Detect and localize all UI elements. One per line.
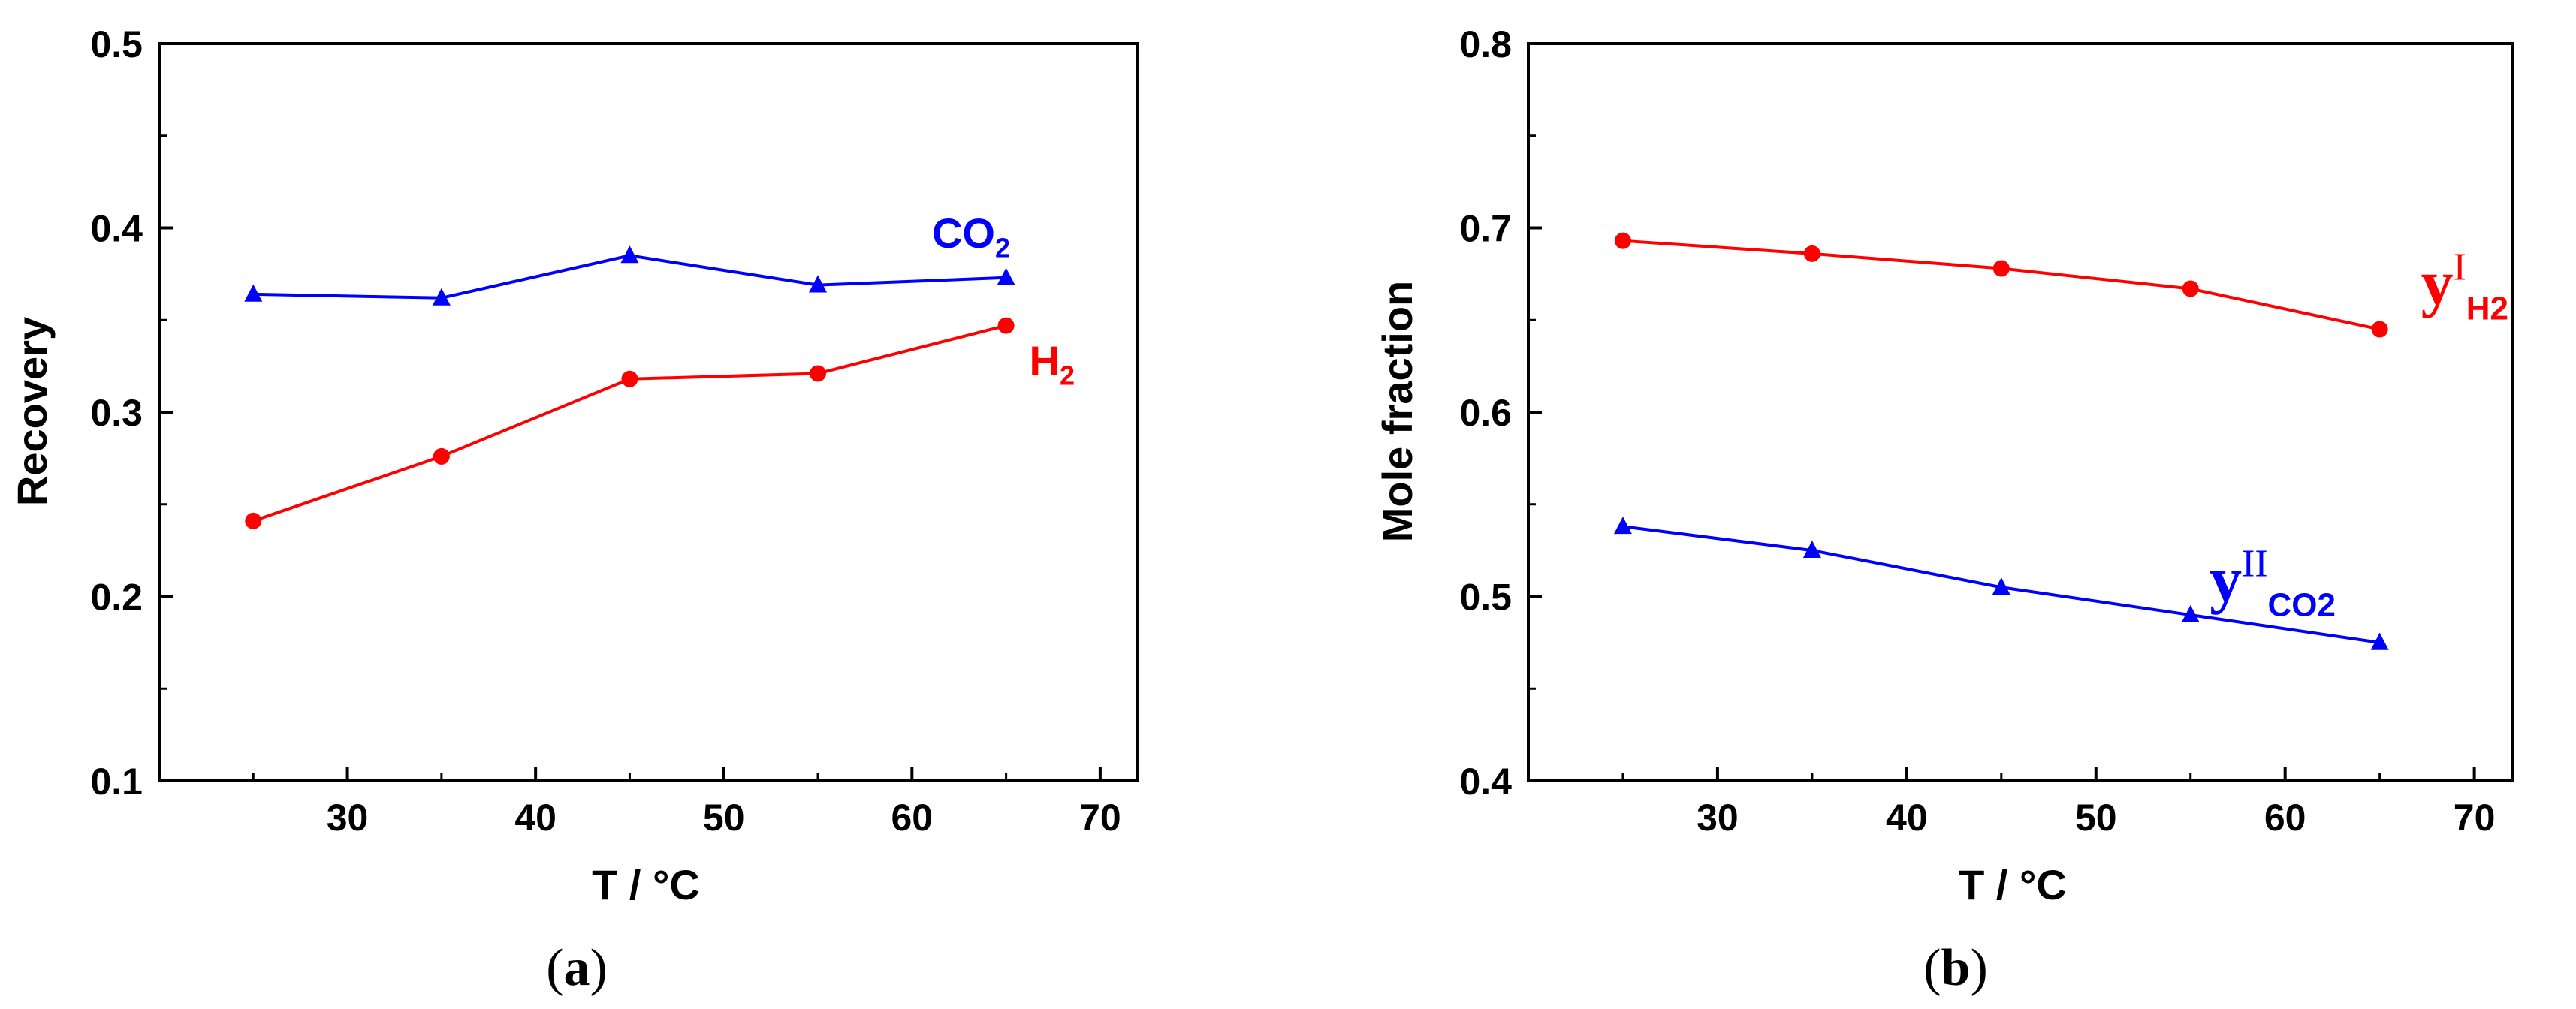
plot-frame (1527, 42, 2514, 782)
x-tick-label: 60 (891, 797, 933, 839)
data-point-H2 (621, 370, 638, 387)
data-point-yIH2 (2182, 280, 2199, 297)
y-tick-label: 0.1 (90, 761, 143, 803)
y-tick-label: 0.2 (90, 577, 143, 619)
chart-panel-b: 30 40 50 60 70 0.4 0.5 0.6 0.7 0.8 Mole fraction T … (1374, 23, 2514, 997)
data-point-CO2 (432, 288, 451, 306)
panel-label: (b) (1923, 939, 1988, 997)
data-point-yIICO2 (1802, 540, 1821, 559)
data-point-CO2 (244, 284, 263, 302)
data-point-yIICO2 (2181, 604, 2200, 622)
data-point-yIICO2 (1992, 577, 2010, 595)
chart-panel-a: 30 40 50 60 70 0.1 0.2 0.3 0.4 0.5 Recovery T / °C (… (8, 23, 1139, 997)
x-tick-label: 40 (1886, 797, 1928, 839)
y-tick-label: 0.5 (1459, 577, 1512, 619)
y-tick-label: 0.4 (90, 208, 143, 250)
data-point-yIICO2 (2370, 632, 2389, 650)
x-tick-label: 70 (2454, 797, 2496, 839)
panel-label: (a) (546, 939, 608, 997)
data-point-H2 (245, 512, 262, 529)
x-axis-title: T / °C (1959, 861, 2067, 908)
y-tick-label: 0.8 (1459, 23, 1512, 65)
data-point-CO2 (997, 267, 1015, 285)
x-tick-label: 40 (514, 797, 557, 839)
y-tick-label: 0.5 (90, 23, 143, 65)
series-line-yIH2 (1622, 239, 2381, 331)
data-point-H2 (433, 447, 450, 465)
y-tick-label: 0.6 (1459, 392, 1512, 434)
data-point-yIH2 (1803, 245, 1820, 262)
series-line-H2 (252, 324, 1007, 523)
y-axis-title: Recovery (8, 317, 56, 506)
data-point-H2 (810, 365, 827, 382)
series-label-H2: H2 (1030, 337, 1075, 390)
x-tick-label: 50 (703, 797, 745, 839)
data-point-yIH2 (2371, 321, 2388, 338)
x-tick-label: 30 (1697, 797, 1739, 839)
plot-frame (158, 42, 1139, 782)
data-point-CO2 (809, 275, 828, 293)
x-tick-label: 70 (1079, 797, 1121, 839)
series-label-yIICO2: yIICO2 (2210, 542, 2336, 623)
series-label-yIH2: yIH2 (2421, 245, 2508, 327)
data-point-CO2 (620, 245, 639, 264)
data-point-yIH2 (1992, 260, 2010, 277)
data-point-H2 (997, 317, 1015, 334)
y-tick-label: 0.4 (1459, 761, 1512, 803)
y-axis-title: Mole fraction (1374, 281, 1421, 542)
x-axis-title: T / °C (592, 861, 700, 908)
y-tick-label: 0.3 (90, 392, 143, 434)
data-point-yIH2 (1614, 232, 1631, 249)
x-tick-label: 60 (2264, 797, 2306, 839)
series-label-CO2: CO2 (932, 209, 1010, 263)
x-tick-label: 50 (2075, 797, 2117, 839)
data-point-yIICO2 (1613, 517, 1632, 535)
x-tick-label: 30 (327, 797, 369, 839)
y-tick-label: 0.7 (1459, 208, 1512, 250)
